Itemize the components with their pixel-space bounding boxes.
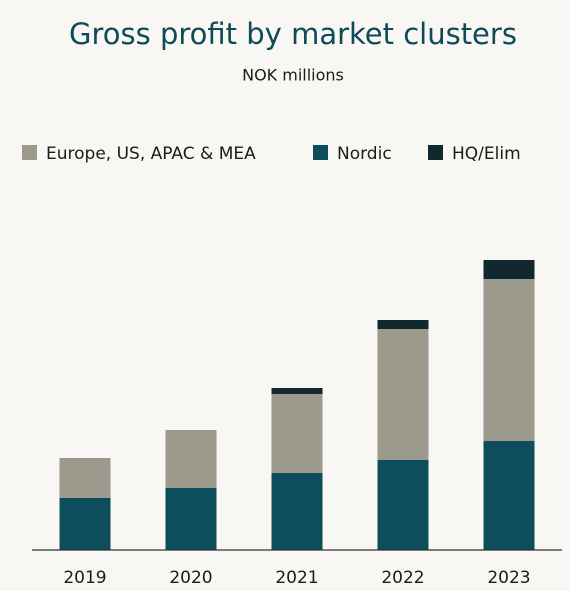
chart-title: Gross profit by market clusters <box>69 17 517 51</box>
bar-segment <box>271 473 323 550</box>
bar-segment <box>377 320 429 329</box>
bar-segment <box>377 460 429 550</box>
x-tick-label: 2023 <box>487 568 530 588</box>
bar-segment <box>271 388 323 394</box>
legend-swatch <box>22 145 37 160</box>
bar-segment <box>271 394 323 473</box>
legend-label: HQ/Elim <box>452 144 521 164</box>
bar-segment <box>483 260 535 279</box>
bar-segment <box>59 458 111 498</box>
bar-segment <box>165 488 217 550</box>
legend-swatch <box>313 145 328 160</box>
x-tick-label: 2020 <box>169 568 212 588</box>
bar-segment <box>59 498 111 550</box>
x-tick-label: 2021 <box>275 568 318 588</box>
bar-segment <box>483 441 535 550</box>
chart-subtitle: NOK millions <box>242 66 344 85</box>
bar-segment <box>483 279 535 441</box>
x-tick-label: 2022 <box>381 568 424 588</box>
x-tick-label: 2019 <box>63 568 106 588</box>
legend-label: Nordic <box>337 144 392 164</box>
bar-segment <box>377 329 429 460</box>
legend-swatch <box>428 145 443 160</box>
bar-segment <box>165 430 217 488</box>
legend-label: Europe, US, APAC & MEA <box>46 144 256 164</box>
